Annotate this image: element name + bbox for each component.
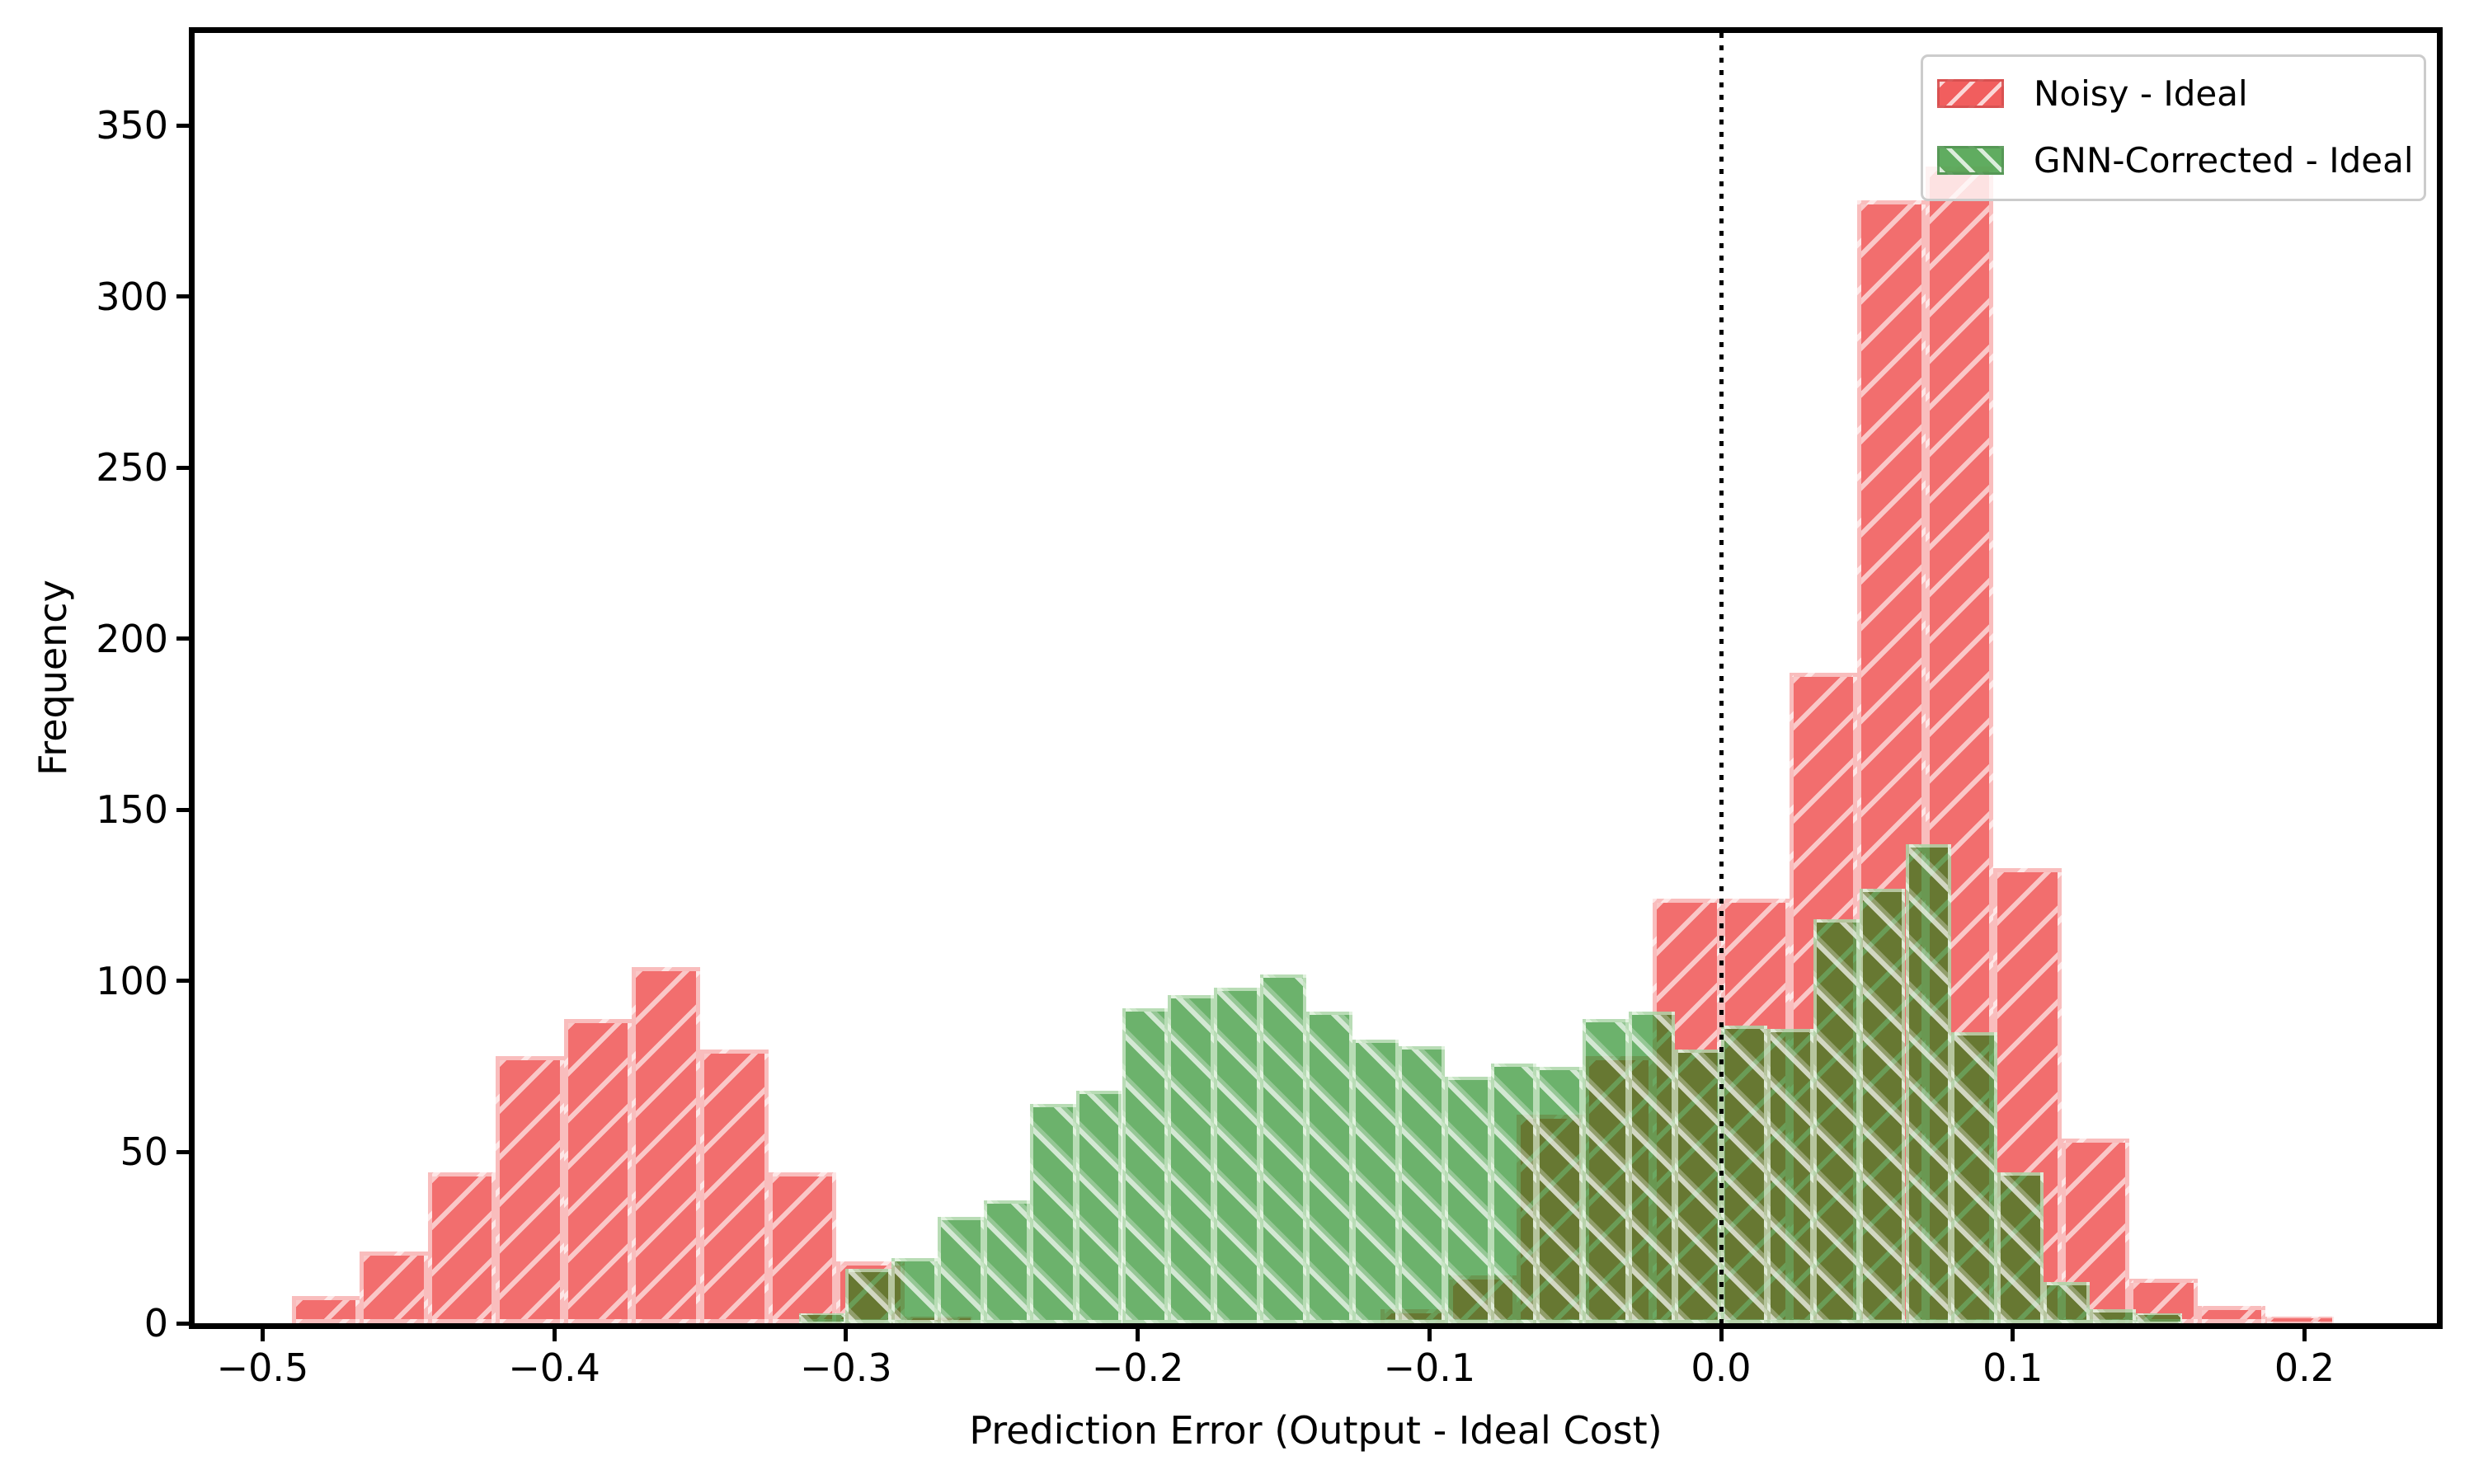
histogram-bar xyxy=(1168,994,1215,1323)
x-tick-mark xyxy=(2302,1329,2307,1341)
x-tick-label: 0.0 xyxy=(1691,1345,1752,1390)
legend-swatch-gnn xyxy=(1937,146,2004,175)
histogram-bar xyxy=(1629,1012,1676,1323)
histogram-bar xyxy=(1398,1045,1445,1323)
histogram-bar xyxy=(1352,1039,1399,1323)
legend-swatch-noisy xyxy=(1937,79,2004,108)
histogram-bar xyxy=(937,1217,984,1323)
plot-area xyxy=(195,33,2437,1323)
legend: Noisy - Ideal GNN-Corrected - Ideal xyxy=(1921,54,2426,201)
y-tick-label: 0 xyxy=(143,1301,168,1345)
x-tick-label: −0.2 xyxy=(1091,1345,1184,1390)
y-tick-label: 300 xyxy=(96,274,168,319)
histogram-bar xyxy=(1122,1008,1169,1323)
histogram-bar xyxy=(1444,1077,1491,1323)
x-tick-label: 0.1 xyxy=(1982,1345,2044,1390)
x-axis-label: Prediction Error (Output - Ideal Cost) xyxy=(969,1408,1663,1453)
histogram-bar xyxy=(563,1018,633,1323)
x-tick-mark xyxy=(260,1329,265,1341)
y-tick-mark xyxy=(176,465,189,470)
histogram-bar xyxy=(1490,1063,1537,1323)
histogram-bar xyxy=(1583,1018,1630,1323)
y-tick-mark xyxy=(176,979,189,984)
y-tick-label: 250 xyxy=(96,445,168,491)
histogram-bar xyxy=(700,1049,769,1323)
y-tick-mark xyxy=(176,1149,189,1154)
y-tick-label: 200 xyxy=(96,616,168,661)
plot-frame xyxy=(189,27,2443,1329)
histogram-bar xyxy=(1721,1025,1767,1323)
histogram-bar xyxy=(983,1200,1030,1323)
histogram-bar xyxy=(291,1295,360,1323)
x-tick-label: −0.3 xyxy=(799,1345,892,1390)
x-tick-label: 0.2 xyxy=(2274,1345,2335,1390)
x-tick-mark xyxy=(844,1329,849,1341)
histogram-bar xyxy=(1951,1032,1998,1323)
gnn-series-layer xyxy=(195,33,2437,1323)
histogram-bar xyxy=(2129,1279,2198,1323)
histogram-bar xyxy=(632,967,700,1323)
y-tick-mark xyxy=(176,123,189,128)
x-tick-mark xyxy=(1719,1329,1724,1341)
y-tick-label: 100 xyxy=(96,958,168,1003)
histogram-bar xyxy=(799,1313,846,1323)
histogram-bar xyxy=(2265,1316,2334,1323)
zero-reference-line xyxy=(1719,33,1724,1323)
histogram-bar xyxy=(2136,1313,2182,1323)
histogram-bar xyxy=(360,1251,428,1323)
histogram-bar xyxy=(845,1268,891,1323)
histogram-bar xyxy=(1997,1172,2044,1323)
x-tick-mark xyxy=(2011,1329,2015,1341)
x-tick-mark xyxy=(1136,1329,1141,1341)
legend-label-noisy: Noisy - Ideal xyxy=(2034,73,2248,114)
histogram-bar xyxy=(427,1172,496,1323)
y-tick-label: 50 xyxy=(120,1129,168,1175)
histogram-bar xyxy=(1675,1049,1721,1323)
histogram-bar xyxy=(1905,843,1952,1323)
histogram-bar xyxy=(2044,1282,2091,1323)
histogram-bar xyxy=(1536,1066,1583,1323)
histogram-bar xyxy=(1029,1104,1076,1323)
histogram-bar xyxy=(1214,988,1261,1323)
y-axis-label: Frequency xyxy=(31,580,75,776)
x-tick-label: −0.5 xyxy=(216,1345,309,1390)
histogram-bar xyxy=(1260,974,1306,1323)
histogram-bar xyxy=(1859,888,1906,1323)
histogram-bar xyxy=(1075,1090,1122,1323)
histogram-bar xyxy=(891,1258,938,1323)
legend-label-gnn: GNN-Corrected - Ideal xyxy=(2034,140,2414,181)
histogram-bar xyxy=(2197,1306,2266,1323)
y-tick-mark xyxy=(176,1321,189,1326)
y-tick-mark xyxy=(176,807,189,812)
histogram-bar xyxy=(1766,1029,1813,1323)
x-tick-mark xyxy=(552,1329,557,1341)
histogram-bar xyxy=(2090,1309,2136,1323)
y-tick-label: 150 xyxy=(96,787,168,833)
x-tick-mark xyxy=(1427,1329,1432,1341)
histogram-bar xyxy=(1813,919,1860,1323)
histogram-bar xyxy=(768,1172,836,1323)
y-tick-mark xyxy=(176,294,189,299)
y-tick-label: 350 xyxy=(96,103,168,148)
histogram-bar xyxy=(496,1056,564,1323)
x-tick-label: −0.1 xyxy=(1383,1345,1476,1390)
histogram-bar xyxy=(1306,1012,1352,1323)
y-tick-mark xyxy=(176,636,189,641)
x-tick-label: −0.4 xyxy=(508,1345,600,1390)
